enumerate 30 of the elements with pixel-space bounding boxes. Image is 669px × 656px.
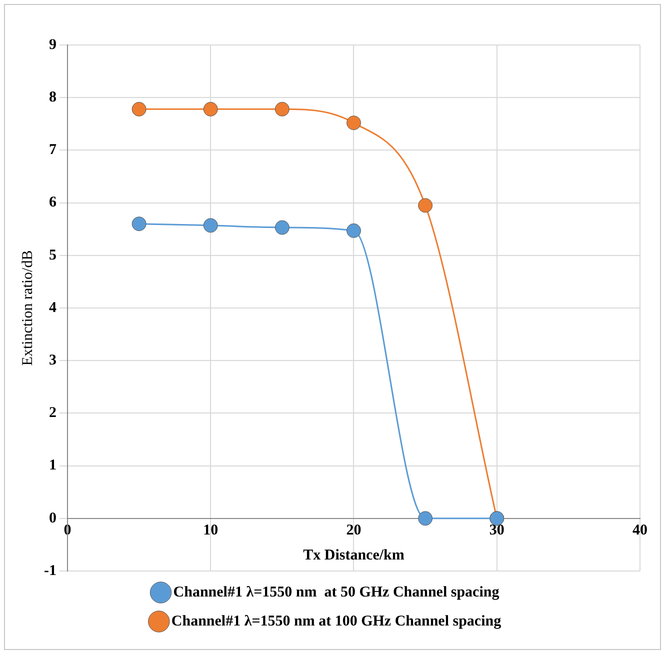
y-tick-label: 2 — [48, 405, 56, 422]
point — [418, 198, 433, 213]
y-axis-title: Extinction ratio/dB — [20, 250, 36, 366]
y-tick-label: 5 — [48, 247, 56, 264]
point — [346, 223, 361, 238]
x-tick-label: 0 — [64, 522, 72, 538]
y-tick-label: 1 — [48, 458, 56, 474]
x-tick-label: 10 — [203, 522, 218, 538]
x-tick-label: 20 — [346, 522, 362, 538]
x-axis-title: Tx Distance/km — [303, 547, 405, 564]
point — [346, 116, 361, 130]
point — [274, 220, 290, 235]
y-tick-label: 6 — [48, 194, 57, 211]
y-tick-label: 0 — [48, 510, 56, 526]
legend-label: Channel#1 λ=1550 nm at 50 GHz Channel spacing — [173, 584, 500, 600]
y-tick-label: 9 — [48, 36, 56, 53]
y-tick-label: 4 — [48, 300, 57, 316]
y-tick-label: -1 — [44, 562, 56, 579]
y-tick-label: 3 — [48, 352, 56, 368]
point — [203, 102, 218, 116]
legend-label: Channel#1 λ=1550 nm at 100 GHz Channel spacing — [171, 613, 502, 630]
point — [274, 102, 290, 116]
y-tick-label: 8 — [48, 89, 56, 106]
point — [203, 218, 218, 233]
point — [132, 102, 146, 116]
y-tick-label: 7 — [48, 142, 57, 158]
x-tick-label: 30 — [489, 522, 504, 538]
x-tick-label: 40 — [632, 522, 648, 538]
point — [418, 511, 433, 526]
point — [132, 216, 146, 232]
